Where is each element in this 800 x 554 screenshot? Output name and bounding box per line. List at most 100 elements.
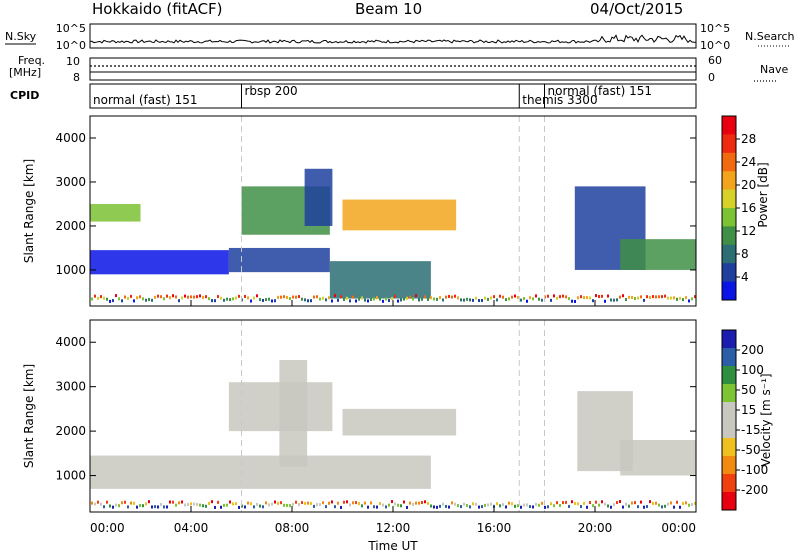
- noise-speck: [568, 297, 570, 301]
- echo-region: [620, 440, 696, 476]
- noise-speck: [307, 299, 309, 303]
- noise-speck: [403, 500, 405, 504]
- noise-speck: [451, 295, 453, 299]
- power-x-ticks: [89, 300, 697, 306]
- colorbar-tick-label: 20: [741, 178, 756, 192]
- x-tick-label: 08:00: [275, 521, 310, 535]
- noise-speck: [616, 298, 618, 302]
- colorbar-swatch: [722, 348, 736, 367]
- noise-speck: [445, 295, 447, 299]
- noise-speck: [652, 295, 654, 299]
- noise-speck: [466, 504, 468, 508]
- cpid-frame: [89, 83, 697, 109]
- noise-speck: [691, 297, 693, 301]
- colorbar-swatch: [722, 152, 736, 172]
- nsky-label: N.Sky: [5, 30, 37, 43]
- noise-speck: [478, 505, 480, 509]
- noise-speck: [259, 298, 261, 302]
- noise-speck: [655, 501, 657, 505]
- noise-speck: [562, 501, 564, 505]
- noise-speck: [214, 299, 216, 303]
- noise-speck: [337, 501, 339, 505]
- noise-speck: [100, 502, 102, 506]
- noise-speck: [97, 500, 99, 504]
- noise-speck: [244, 294, 246, 298]
- noise-speck: [508, 297, 510, 301]
- noise-speck: [577, 502, 579, 506]
- noise-speck: [442, 298, 444, 302]
- echo-region: [329, 261, 431, 299]
- noise-speck: [679, 505, 681, 509]
- noise-speck: [460, 505, 462, 509]
- noise-speck: [364, 298, 366, 302]
- noise-speck: [400, 504, 402, 508]
- noise-speck: [103, 296, 105, 300]
- noise-speck: [688, 503, 690, 507]
- colorbar-tick-label: -100: [741, 463, 768, 477]
- colorbar-swatch: [722, 438, 736, 457]
- noise-speck: [496, 298, 498, 302]
- freq-label-line2: [MHz]: [9, 66, 41, 79]
- noise-speck: [322, 296, 324, 300]
- y-tick-label: 3000: [55, 380, 86, 394]
- velocity-colorbar-label: Velocity [m s⁻¹]: [759, 373, 773, 466]
- noise-speck: [385, 297, 387, 301]
- noise-speck: [319, 297, 321, 301]
- noise-speck: [640, 295, 642, 299]
- noise-speck: [472, 298, 474, 302]
- nsky-trace: [89, 34, 696, 44]
- noise-speck: [619, 500, 621, 504]
- noise-speck: [544, 505, 546, 509]
- noise-speck: [634, 297, 636, 301]
- noise-speck: [595, 294, 597, 298]
- noise-speck: [136, 296, 138, 300]
- noise-speck: [631, 295, 633, 299]
- velocity-x-axis: 00:00 04:00 08:00 12:00 16:00 20:00 00:00: [89, 506, 697, 535]
- noise-speck: [232, 297, 234, 301]
- velocity-panel: 1000 2000 3000 4000 00:00 04:00 08:00 12:00 16:…: [22, 319, 773, 553]
- power-mode-lines: [241, 116, 545, 306]
- echo-region: [279, 360, 308, 467]
- noise-speck: [556, 296, 558, 300]
- noise-speck: [505, 505, 507, 509]
- noise-speck: [307, 501, 309, 505]
- noise-speck: [409, 295, 411, 299]
- noise-speck: [607, 294, 609, 298]
- nsky-frame: [89, 23, 697, 49]
- noise-speck: [427, 501, 429, 505]
- noise-speck: [310, 299, 312, 303]
- noise-speck: [574, 501, 576, 505]
- noise-speck: [346, 296, 348, 300]
- noise-speck: [394, 502, 396, 506]
- noise-speck: [532, 297, 534, 301]
- echo-region: [90, 203, 141, 222]
- noise-speck: [184, 294, 186, 298]
- colorbar-tick-label: 200: [741, 343, 764, 357]
- power-colorbar-label: Power [dB]: [756, 162, 770, 227]
- noise-speck: [463, 298, 465, 302]
- x-tick-label: 16:00: [477, 521, 512, 535]
- noise-speck: [217, 500, 219, 504]
- noise-speck: [643, 298, 645, 302]
- colorbar-tick-label: 24: [741, 155, 756, 169]
- noise-speck: [481, 298, 483, 302]
- noise-speck: [259, 504, 261, 508]
- noise-speck: [304, 298, 306, 302]
- noise-speck: [475, 502, 477, 506]
- noise-speck: [208, 501, 210, 505]
- noise-speck: [673, 296, 675, 300]
- noise-speck: [109, 299, 111, 303]
- noise-speck: [454, 502, 456, 506]
- noise-speck: [418, 501, 420, 505]
- noise-speck: [511, 295, 513, 299]
- colorbar-swatch: [722, 244, 736, 264]
- colorbar-tick-label: 4: [741, 270, 749, 284]
- colorbar-tick-label: 28: [741, 132, 756, 146]
- noise-speck: [310, 501, 312, 505]
- noise-speck: [124, 500, 126, 504]
- noise-speck: [511, 502, 513, 506]
- noise-speck: [373, 505, 375, 509]
- noise-speck: [367, 299, 369, 303]
- colorbar-swatch: [722, 281, 736, 301]
- noise-speck: [367, 505, 369, 509]
